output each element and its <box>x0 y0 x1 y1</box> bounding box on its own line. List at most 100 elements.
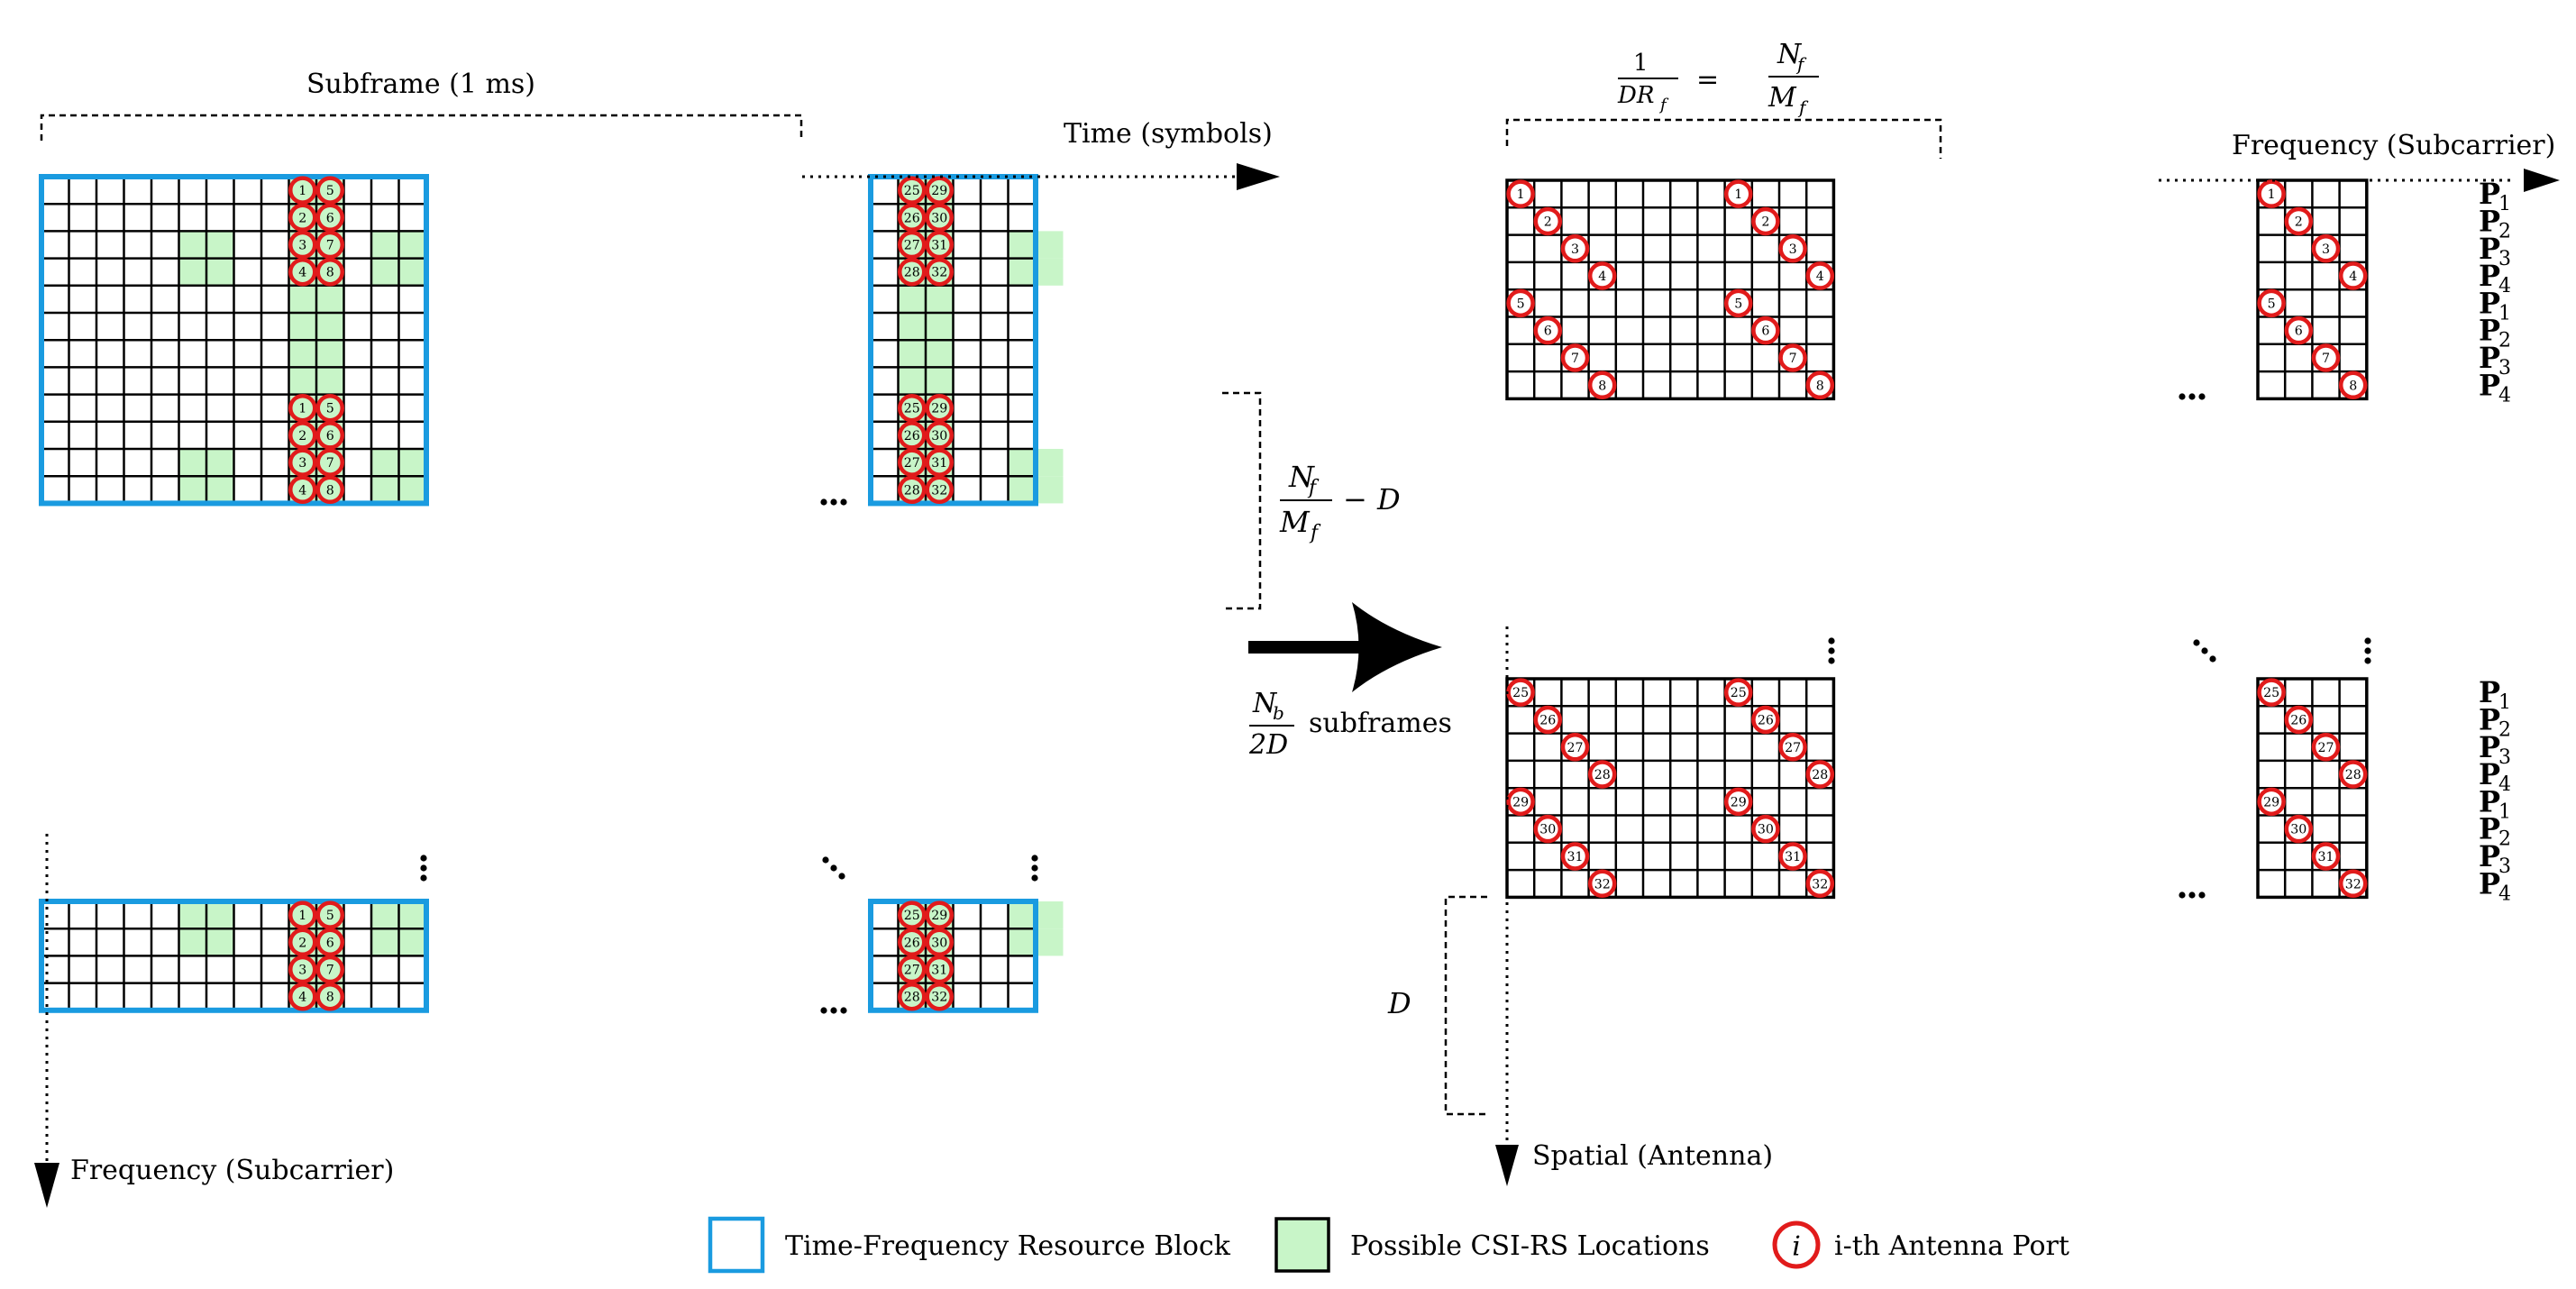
gap-label: NfM f− D <box>1279 460 1401 544</box>
legend-resource-block-swatch <box>708 1216 765 1274</box>
antenna-port-number: 8 <box>326 991 334 1005</box>
csi-rs-cell <box>178 476 206 504</box>
antenna-port: 2 <box>288 421 317 450</box>
csi-rs-cell <box>206 449 234 477</box>
csi-rs-cell <box>316 285 344 313</box>
svg-text:P: P <box>2479 204 2500 238</box>
antenna-port-number: 29 <box>1731 795 1747 809</box>
svg-text:3: 3 <box>2498 746 2511 769</box>
csi-rs-cell <box>1008 928 1036 956</box>
antenna-port: 8 <box>1587 370 1617 399</box>
antenna-port: 5 <box>315 393 344 423</box>
antenna-port: 25 <box>898 393 927 423</box>
antenna-port: 8 <box>315 475 344 505</box>
antenna-port: 3 <box>2311 234 2341 263</box>
antenna-port-number: 5 <box>326 402 334 416</box>
svg-text:4: 4 <box>2498 275 2511 297</box>
csi-rs-cell <box>1036 231 1064 259</box>
antenna-port-number: 32 <box>931 266 947 280</box>
antenna-port: 7 <box>1778 343 1807 372</box>
antenna-port: 31 <box>925 448 954 477</box>
antenna-port: 3 <box>1560 234 1590 263</box>
csi-rs-cell <box>206 928 234 956</box>
antenna-port-number: 27 <box>904 456 920 471</box>
svg-text:P: P <box>2479 839 2500 873</box>
antenna-port: 28 <box>898 475 927 505</box>
svg-text:1: 1 <box>2498 800 2511 823</box>
svg-text:D: D <box>1376 482 1401 517</box>
antenna-port-number: 30 <box>931 936 947 950</box>
antenna-port: 30 <box>1533 814 1563 844</box>
antenna-row-label: P1 <box>2479 784 2511 823</box>
antenna-port-number: 6 <box>326 211 334 225</box>
antenna-port-number: 29 <box>2263 795 2279 809</box>
antenna-port-number: 25 <box>1731 686 1747 700</box>
svg-text:subframes: subframes <box>1309 708 1452 739</box>
antenna-port-number: 28 <box>2345 768 2361 782</box>
antenna-port-number: 6 <box>1544 325 1552 339</box>
antenna-port-number: 5 <box>326 909 334 923</box>
antenna-port: 3 <box>288 230 317 260</box>
antenna-port-number: 32 <box>1594 877 1611 891</box>
antenna-port: 4 <box>1587 261 1617 290</box>
antenna-port: 27 <box>2311 733 2341 762</box>
antenna-port: 27 <box>1778 733 1807 762</box>
antenna-port-number: 25 <box>904 184 920 198</box>
block-border <box>868 899 1038 1013</box>
svg-text:N: N <box>1288 460 1315 494</box>
csi-rs-cell <box>398 231 426 259</box>
antenna-port-number: 32 <box>2345 877 2361 891</box>
svg-text:P: P <box>2479 232 2500 266</box>
period-label: 1DR f=NfM f <box>1617 39 1819 118</box>
antenna-port: 8 <box>315 982 344 1011</box>
svg-text:P: P <box>2479 286 2500 320</box>
antenna-row-label: P2 <box>2479 812 2511 851</box>
antenna-port-number: 31 <box>2317 850 2334 864</box>
antenna-port: 32 <box>925 257 954 287</box>
svg-text:−: − <box>1343 482 1367 517</box>
legend-antenna-port-swatch: i <box>1772 1220 1821 1269</box>
antenna-port: 26 <box>898 421 927 450</box>
antenna-port-number: 8 <box>326 266 334 280</box>
antenna-port-number: 3 <box>2322 242 2330 257</box>
right-frequency-axis-arrowhead <box>2524 169 2560 192</box>
block-border <box>39 174 429 507</box>
csi-rs-cell <box>398 928 426 956</box>
legend-csi-rs-label: Possible CSI-RS Locations <box>1350 1230 1710 1262</box>
antenna-port-number: 2 <box>298 936 306 950</box>
antenna-port: 29 <box>2257 787 2286 817</box>
svg-text:1: 1 <box>2498 193 2511 215</box>
spatial-grid-bottom-right <box>2256 677 2369 900</box>
antenna-port: 6 <box>315 421 344 450</box>
svg-text:2: 2 <box>2498 330 2511 352</box>
csi-rs-cell <box>288 367 316 395</box>
antenna-port: 25 <box>1723 678 1753 707</box>
antenna-port: 4 <box>288 257 317 287</box>
antenna-port: 28 <box>898 257 927 287</box>
diagonal-ellipsis <box>2193 639 2216 663</box>
antenna-port: 31 <box>2311 842 2341 871</box>
antenna-port: 5 <box>1506 288 1535 318</box>
antenna-port: 7 <box>315 448 344 477</box>
svg-text:3: 3 <box>2498 855 2511 878</box>
antenna-row-label: P4 <box>2479 368 2511 407</box>
antenna-port: 4 <box>288 475 317 505</box>
csi-rs-cell <box>898 313 926 341</box>
antenna-port: 25 <box>898 900 927 929</box>
antenna-port-number: 7 <box>326 964 334 978</box>
antenna-port: 31 <box>1778 842 1807 871</box>
antenna-port: 29 <box>925 393 954 423</box>
antenna-port-number: 30 <box>931 429 947 443</box>
svg-text:1: 1 <box>2498 691 2511 714</box>
d-label: D <box>1387 986 1411 1020</box>
antenna-port: 1 <box>2257 179 2286 208</box>
svg-text:P: P <box>2479 368 2500 402</box>
antenna-port: 5 <box>315 176 344 205</box>
antenna-port: 2 <box>288 928 317 957</box>
antenna-port: 29 <box>1506 787 1535 817</box>
svg-text:1: 1 <box>1633 50 1649 77</box>
legend-antenna-port-label: i-th Antenna Port <box>1834 1230 2069 1262</box>
block-border <box>39 899 429 1013</box>
antenna-port-number: 6 <box>326 936 334 950</box>
svg-text:M: M <box>1768 82 1797 114</box>
